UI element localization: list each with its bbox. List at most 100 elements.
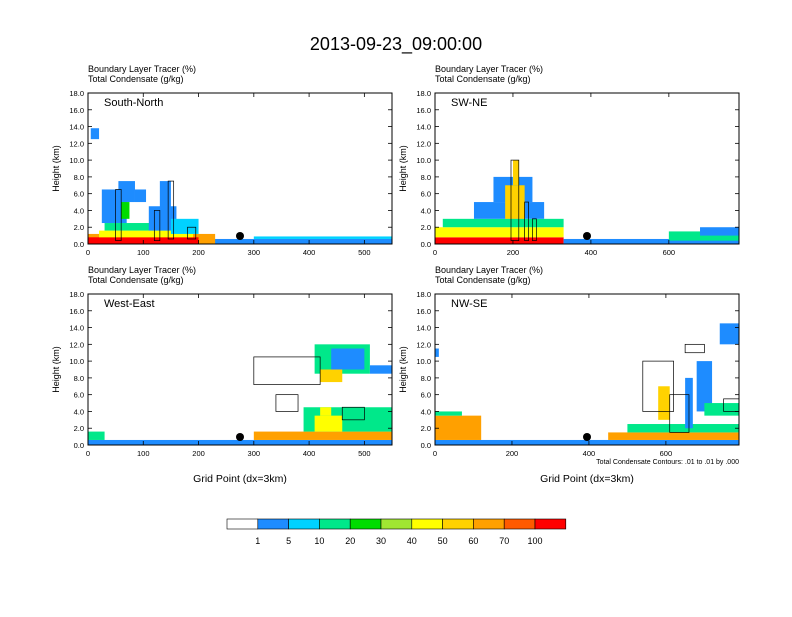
y-tick-label: 8.0 [74,374,84,383]
condensate-contour [115,189,122,241]
x-tick-label: 400 [583,449,596,458]
condensate-contour [510,159,520,241]
data-cell [435,227,564,238]
panel-title-condensate: Total Condensate (g/kg) [435,275,531,285]
x-axis-label: Grid Point (dx=3km) [193,473,287,485]
section-name: West-East [104,298,155,310]
data-cell [90,128,100,140]
data-cell [563,238,739,244]
colorbar-swatch [349,518,382,530]
plot-frame [87,92,393,245]
y-tick-label: 2.0 [421,223,431,232]
data-cell [121,202,130,219]
data-cell [435,439,739,445]
data-cell [88,439,392,445]
panel-sw-ne: Boundary Layer Tracer (%)Total Condensat… [398,64,740,257]
data-cell [320,369,343,383]
colorbar-swatch [226,518,259,530]
y-axis-label: Height (km) [51,145,61,192]
condensate-contour [642,360,674,412]
y-tick-label: 8.0 [421,173,431,182]
condensate-contour [167,180,175,240]
y-tick-label: 12.0 [416,139,431,148]
y-tick-label: 6.0 [421,190,431,199]
x-tick-label: 400 [303,248,316,257]
x-tick-label: 200 [507,248,520,257]
data-cell [719,323,739,345]
condensate-contour [532,218,537,241]
colorbar-label: 30 [376,536,386,546]
y-tick-label: 4.0 [74,407,84,416]
colorbar-label: 10 [314,536,324,546]
y-tick-label: 2.0 [421,424,431,433]
y-tick-label: 8.0 [74,173,84,182]
x-tick-label: 400 [585,248,598,257]
data-cell [134,189,147,203]
contour-footnote: Total Condensate Contours: .01 to .01 by… [596,459,739,466]
y-tick-label: 16.0 [416,307,431,316]
colorbar-swatch [288,518,320,530]
y-tick-label: 6.0 [74,391,84,400]
panels-group: Boundary Layer Tracer (%) Total Condensat… [51,64,740,485]
y-tick-label: 0.0 [421,441,431,450]
y-tick-label: 2.0 [74,223,84,232]
x-tick-label: 200 [192,449,205,458]
colorbar-label: 5 [286,536,291,546]
condensate-contour [723,398,739,412]
x-tick-label: 0 [433,449,437,458]
x-axis-label: Grid Point (dx=3km) [540,473,634,485]
data-cell [99,230,194,238]
condensate-contour [341,406,365,421]
y-tick-label: 4.0 [74,206,84,215]
y-axis-label: Height (km) [398,346,408,393]
colorbar: 1 5 10 20 30 40 50 60 70 100 [226,518,567,546]
condensate-contour [253,356,321,385]
colorbar-swatch [319,518,351,530]
x-tick-label: 200 [506,449,519,458]
y-tick-label: 10.0 [69,156,84,165]
y-tick-label: 4.0 [421,407,431,416]
y-tick-label: 0.0 [421,240,431,249]
location-marker [583,433,591,441]
data-cell [505,185,525,219]
data-cell [314,415,343,432]
x-tick-label: 0 [86,248,90,257]
x-tick-label: 300 [248,449,261,458]
y-tick-label: 0.0 [74,441,84,450]
panel-title-tracer: Boundary Layer Tracer (%) [88,265,196,275]
colorbar-swatch [411,518,443,530]
main-title: 2013-09-23_09:00:00 [310,34,482,55]
colorbar-label: 60 [468,536,478,546]
section-name: SW-NE [451,97,487,109]
colorbar-swatch [257,518,289,530]
y-tick-label: 12.0 [69,139,84,148]
data-cell [253,431,392,440]
colorbar-label: 20 [345,536,355,546]
x-tick-label: 0 [433,248,437,257]
colorbar-label: 70 [499,536,509,546]
y-tick-label: 14.0 [69,324,84,333]
data-cell [696,361,713,412]
y-tick-label: 18.0 [69,290,84,299]
x-tick-label: 600 [660,449,673,458]
data-cell [704,403,739,416]
plot-frame [87,293,393,446]
section-name: South-North [104,97,163,109]
x-tick-label: 100 [137,449,150,458]
x-tick-label: 600 [663,248,676,257]
data-cell [170,218,199,234]
y-tick-label: 4.0 [421,206,431,215]
condensate-contour [275,394,299,412]
location-marker [236,433,244,441]
y-tick-label: 10.0 [69,357,84,366]
data-field [435,323,739,445]
x-tick-label: 300 [248,248,261,257]
data-cell [253,236,392,239]
data-field [88,344,392,445]
location-marker [236,232,244,240]
condensate-contour [684,343,705,354]
data-cell [512,160,519,186]
y-tick-label: 6.0 [421,391,431,400]
colorbar-swatch [473,518,505,530]
